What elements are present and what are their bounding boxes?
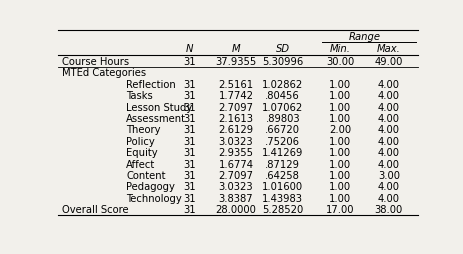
Text: MTEd Categories: MTEd Categories [62,68,145,78]
Text: 30.00: 30.00 [325,57,354,67]
Text: 31: 31 [182,182,195,192]
Text: 31: 31 [182,136,195,146]
Text: 1.00: 1.00 [329,148,350,157]
Text: Pedagogy: Pedagogy [126,182,175,192]
Text: 5.30996: 5.30996 [262,57,303,67]
Text: 4.00: 4.00 [377,114,399,123]
Text: Content: Content [126,170,165,180]
Text: .75206: .75206 [265,136,300,146]
Text: 1.7742: 1.7742 [218,91,253,101]
Text: 4.00: 4.00 [377,193,399,203]
Text: Theory: Theory [126,125,161,135]
Text: 3.0323: 3.0323 [218,136,253,146]
Text: 3.8387: 3.8387 [218,193,253,203]
Text: Lesson Study: Lesson Study [126,102,192,112]
Text: 1.43983: 1.43983 [262,193,303,203]
Text: N: N [185,44,193,54]
Text: Technology: Technology [126,193,181,203]
Text: 37.9355: 37.9355 [215,57,256,67]
Text: 49.00: 49.00 [374,57,402,67]
Text: 4.00: 4.00 [377,102,399,112]
Text: 31: 31 [182,170,195,180]
Text: Policy: Policy [126,136,155,146]
Text: 31: 31 [182,159,195,169]
Text: 4.00: 4.00 [377,91,399,101]
Text: 2.00: 2.00 [329,125,350,135]
Text: 31: 31 [182,204,195,214]
Text: M: M [231,44,240,54]
Text: .66720: .66720 [265,125,300,135]
Text: 1.00: 1.00 [329,159,350,169]
Text: 4.00: 4.00 [377,125,399,135]
Text: Affect: Affect [126,159,155,169]
Text: 1.00: 1.00 [329,80,350,89]
Text: 2.6129: 2.6129 [218,125,253,135]
Text: Max.: Max. [376,44,400,54]
Text: 1.00: 1.00 [329,91,350,101]
Text: 1.00: 1.00 [329,102,350,112]
Text: 31: 31 [182,193,195,203]
Text: 4.00: 4.00 [377,136,399,146]
Text: 31: 31 [182,102,195,112]
Text: 5.28520: 5.28520 [262,204,303,214]
Text: 31: 31 [182,114,195,123]
Text: .87129: .87129 [265,159,300,169]
Text: Range: Range [348,32,380,42]
Text: 1.41269: 1.41269 [262,148,303,157]
Text: 1.02862: 1.02862 [262,80,303,89]
Text: Tasks: Tasks [126,91,153,101]
Text: .80456: .80456 [265,91,300,101]
Text: 1.00: 1.00 [329,193,350,203]
Text: 1.6774: 1.6774 [218,159,253,169]
Text: 31: 31 [182,91,195,101]
Text: 3.00: 3.00 [377,170,399,180]
Text: 2.5161: 2.5161 [218,80,253,89]
Text: 31: 31 [182,125,195,135]
Text: 2.9355: 2.9355 [218,148,253,157]
Text: 1.01600: 1.01600 [262,182,303,192]
Text: 1.00: 1.00 [329,182,350,192]
Text: 31: 31 [182,57,195,67]
Text: .64258: .64258 [265,170,300,180]
Text: 38.00: 38.00 [374,204,402,214]
Text: 1.07062: 1.07062 [262,102,303,112]
Text: Course Hours: Course Hours [62,57,128,67]
Text: Equity: Equity [126,148,157,157]
Text: 4.00: 4.00 [377,159,399,169]
Text: 2.1613: 2.1613 [218,114,253,123]
Text: 28.0000: 28.0000 [215,204,256,214]
Text: Min.: Min. [329,44,350,54]
Text: 4.00: 4.00 [377,80,399,89]
Text: 17.00: 17.00 [325,204,354,214]
Text: .89803: .89803 [265,114,300,123]
Text: 1.00: 1.00 [329,136,350,146]
Text: 31: 31 [182,80,195,89]
Text: Reflection: Reflection [126,80,175,89]
Text: Assessment: Assessment [126,114,186,123]
Text: 2.7097: 2.7097 [218,102,253,112]
Text: 4.00: 4.00 [377,148,399,157]
Text: Overall Score: Overall Score [62,204,128,214]
Text: 1.00: 1.00 [329,170,350,180]
Text: 3.0323: 3.0323 [218,182,253,192]
Text: 31: 31 [182,148,195,157]
Text: SD: SD [275,44,289,54]
Text: 4.00: 4.00 [377,182,399,192]
Text: 2.7097: 2.7097 [218,170,253,180]
Text: 1.00: 1.00 [329,114,350,123]
